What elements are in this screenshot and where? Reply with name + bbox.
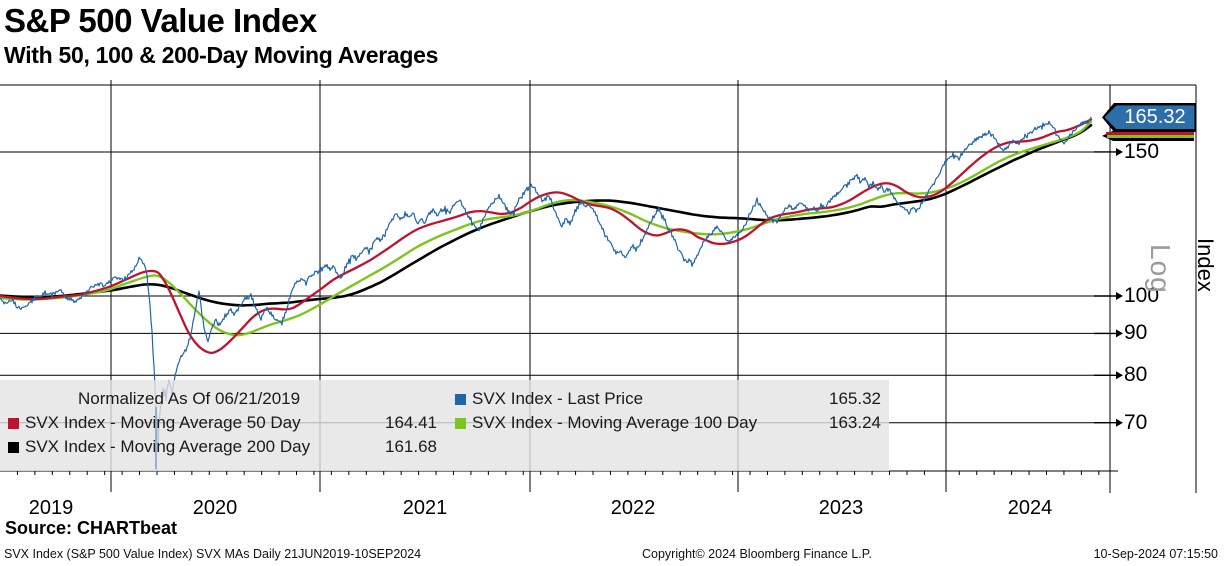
legend-cell: SVX Index - Moving Average 200 Day 161.68 xyxy=(0,435,447,459)
page-title: S&P 500 Value Index xyxy=(4,2,317,39)
legend-label: SVX Index - Moving Average 100 Day xyxy=(472,413,758,432)
y-tick-80: 80 xyxy=(1124,363,1148,387)
y-axis-title: Index xyxy=(1193,238,1218,292)
x-tick-2023: 2023 xyxy=(818,497,864,519)
x-tick-2024: 2024 xyxy=(1007,497,1053,519)
legend-cell: SVX Index - Moving Average 100 Day 163.24 xyxy=(447,411,889,435)
legend-cell: SVX Index - Moving Average 50 Day 164.41 xyxy=(0,411,447,435)
legend-series-swatch xyxy=(8,441,19,453)
y-tick-90: 90 xyxy=(1124,321,1148,345)
x-tick-2020: 2020 xyxy=(192,497,238,519)
legend-series-swatch xyxy=(8,417,19,429)
y-tick-70: 70 xyxy=(1124,410,1148,434)
covid-crash-wick xyxy=(155,407,157,469)
page-subtitle: With 50, 100 & 200-Day Moving Averages xyxy=(4,42,439,68)
legend-series-swatch xyxy=(455,393,466,405)
footnote-ticker-range: SVX Index (S&P 500 Value Index) SVX MAs … xyxy=(4,547,422,561)
legend-row: Normalized As Of 06/21/2019 SVX Index - L… xyxy=(0,387,889,411)
x-tick-2019: 2019 xyxy=(28,497,74,519)
badge-face xyxy=(1104,105,1195,130)
log-scale-label: Log xyxy=(1145,244,1176,294)
y-tick-100: 100 xyxy=(1124,284,1160,307)
legend-label: Normalized As Of 06/21/2019 xyxy=(78,389,301,408)
legend-label: SVX Index - Moving Average 200 Day xyxy=(25,437,311,456)
x-tick-2022: 2022 xyxy=(610,497,656,519)
legend-row: SVX Index - Moving Average 200 Day 161.68 xyxy=(0,435,889,459)
badge-last-price-value: 165.32 xyxy=(1124,106,1186,128)
legend-cell: SVX Index - Last Price 165.32 xyxy=(447,387,889,411)
legend-box: Normalized As Of 06/21/2019 SVX Index - L… xyxy=(0,380,889,471)
legend-cell: Normalized As Of 06/21/2019 xyxy=(0,387,447,411)
legend-cell xyxy=(447,435,889,459)
legend-value: 163.24 xyxy=(829,413,881,432)
legend-label: SVX Index - Last Price xyxy=(472,389,644,408)
badge-ma100-edge xyxy=(1107,135,1194,138)
badge-ma50-edge xyxy=(1106,132,1194,135)
legend-series-swatch xyxy=(455,417,466,429)
footnote-timestamp: 10-Sep-2024 07:15:50 xyxy=(1093,547,1218,561)
legend-value: 164.41 xyxy=(385,413,437,432)
footnote-copyright: Copyright© 2024 Bloomberg Finance L.P. xyxy=(642,547,872,561)
legend-label: SVX Index - Moving Average 50 Day xyxy=(25,413,301,432)
x-tick-2021: 2021 xyxy=(402,497,448,519)
y-tick-150: 150 xyxy=(1124,139,1160,163)
legend-value: 161.68 xyxy=(385,437,437,456)
source-line: Source: CHARTbeat xyxy=(5,518,178,538)
legend-value: 165.32 xyxy=(829,389,881,408)
legend-row: SVX Index - Moving Average 50 Day 164.41 S… xyxy=(0,411,889,435)
